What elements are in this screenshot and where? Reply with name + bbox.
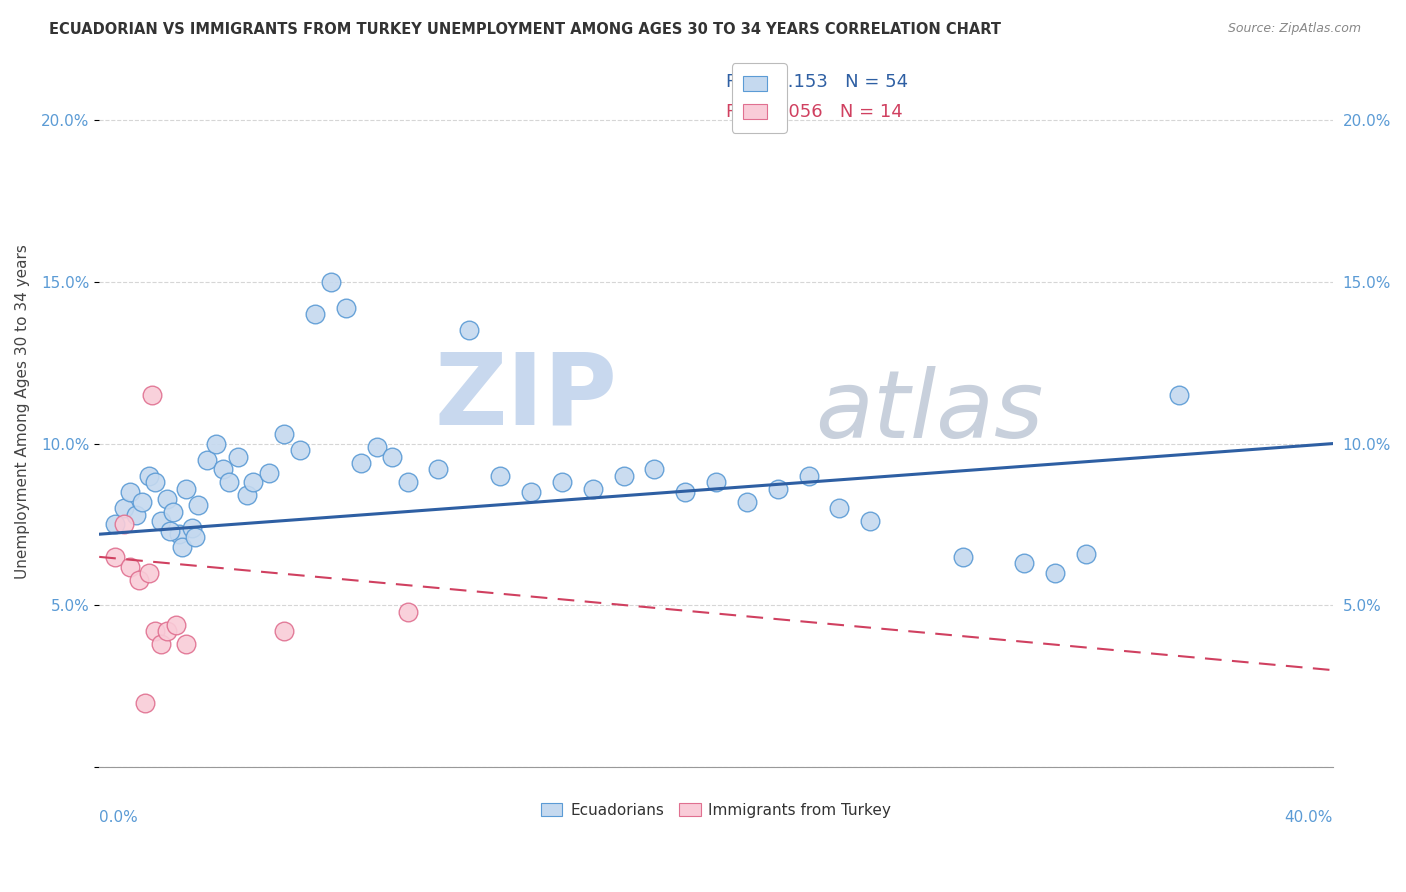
Point — [288, 443, 311, 458]
Point — [489, 469, 512, 483]
Point — [165, 617, 187, 632]
Point — [350, 456, 373, 470]
Text: Source: ZipAtlas.com: Source: ZipAtlas.com — [1227, 22, 1361, 36]
Point — [1045, 566, 1067, 580]
Point — [766, 482, 789, 496]
Point — [273, 426, 295, 441]
Point — [211, 462, 233, 476]
Point — [859, 514, 882, 528]
Point — [174, 637, 197, 651]
Legend: Ecuadorians, Immigrants from Turkey: Ecuadorians, Immigrants from Turkey — [534, 797, 897, 823]
Point — [673, 485, 696, 500]
Point — [366, 440, 388, 454]
Point — [156, 624, 179, 639]
Point — [257, 466, 280, 480]
Text: 40.0%: 40.0% — [1285, 810, 1333, 825]
Point — [143, 624, 166, 639]
Point — [1167, 388, 1189, 402]
Point — [458, 323, 481, 337]
Point — [125, 508, 148, 522]
Y-axis label: Unemployment Among Ages 30 to 34 years: Unemployment Among Ages 30 to 34 years — [15, 244, 30, 579]
Point — [1014, 557, 1036, 571]
Point — [735, 495, 758, 509]
Point — [427, 462, 450, 476]
Text: R = -0.056   N = 14: R = -0.056 N = 14 — [725, 103, 903, 121]
Text: ECUADORIAN VS IMMIGRANTS FROM TURKEY UNEMPLOYMENT AMONG AGES 30 TO 34 YEARS CORR: ECUADORIAN VS IMMIGRANTS FROM TURKEY UNE… — [49, 22, 1001, 37]
Point — [128, 573, 150, 587]
Point — [112, 501, 135, 516]
Point — [143, 475, 166, 490]
Point — [828, 501, 851, 516]
Point — [396, 605, 419, 619]
Point — [169, 527, 191, 541]
Point — [149, 514, 172, 528]
Point — [242, 475, 264, 490]
Point — [273, 624, 295, 639]
Point — [952, 549, 974, 564]
Point — [582, 482, 605, 496]
Text: atlas: atlas — [814, 366, 1043, 457]
Text: 0.0%: 0.0% — [100, 810, 138, 825]
Point — [381, 450, 404, 464]
Point — [141, 388, 163, 402]
Point — [156, 491, 179, 506]
Point — [131, 495, 153, 509]
Point — [236, 488, 259, 502]
Point — [118, 485, 141, 500]
Point — [162, 504, 184, 518]
Point — [205, 436, 228, 450]
Point — [138, 469, 160, 483]
Point — [335, 301, 357, 315]
Point — [704, 475, 727, 490]
Point — [184, 531, 207, 545]
Point — [104, 517, 127, 532]
Point — [138, 566, 160, 580]
Point — [159, 524, 181, 538]
Point — [304, 307, 326, 321]
Point — [195, 452, 218, 467]
Point — [149, 637, 172, 651]
Point — [174, 482, 197, 496]
Point — [643, 462, 665, 476]
Point — [319, 275, 342, 289]
Point — [797, 469, 820, 483]
Point — [520, 485, 543, 500]
Point — [112, 517, 135, 532]
Point — [551, 475, 574, 490]
Point — [396, 475, 419, 490]
Text: R =   0.153   N = 54: R = 0.153 N = 54 — [725, 73, 908, 91]
Point — [218, 475, 240, 490]
Text: ZIP: ZIP — [434, 349, 617, 445]
Point — [612, 469, 634, 483]
Point — [226, 450, 249, 464]
Point — [187, 498, 209, 512]
Point — [172, 540, 194, 554]
Point — [1076, 547, 1098, 561]
Point — [134, 696, 156, 710]
Point — [180, 521, 202, 535]
Point — [104, 549, 127, 564]
Point — [118, 559, 141, 574]
